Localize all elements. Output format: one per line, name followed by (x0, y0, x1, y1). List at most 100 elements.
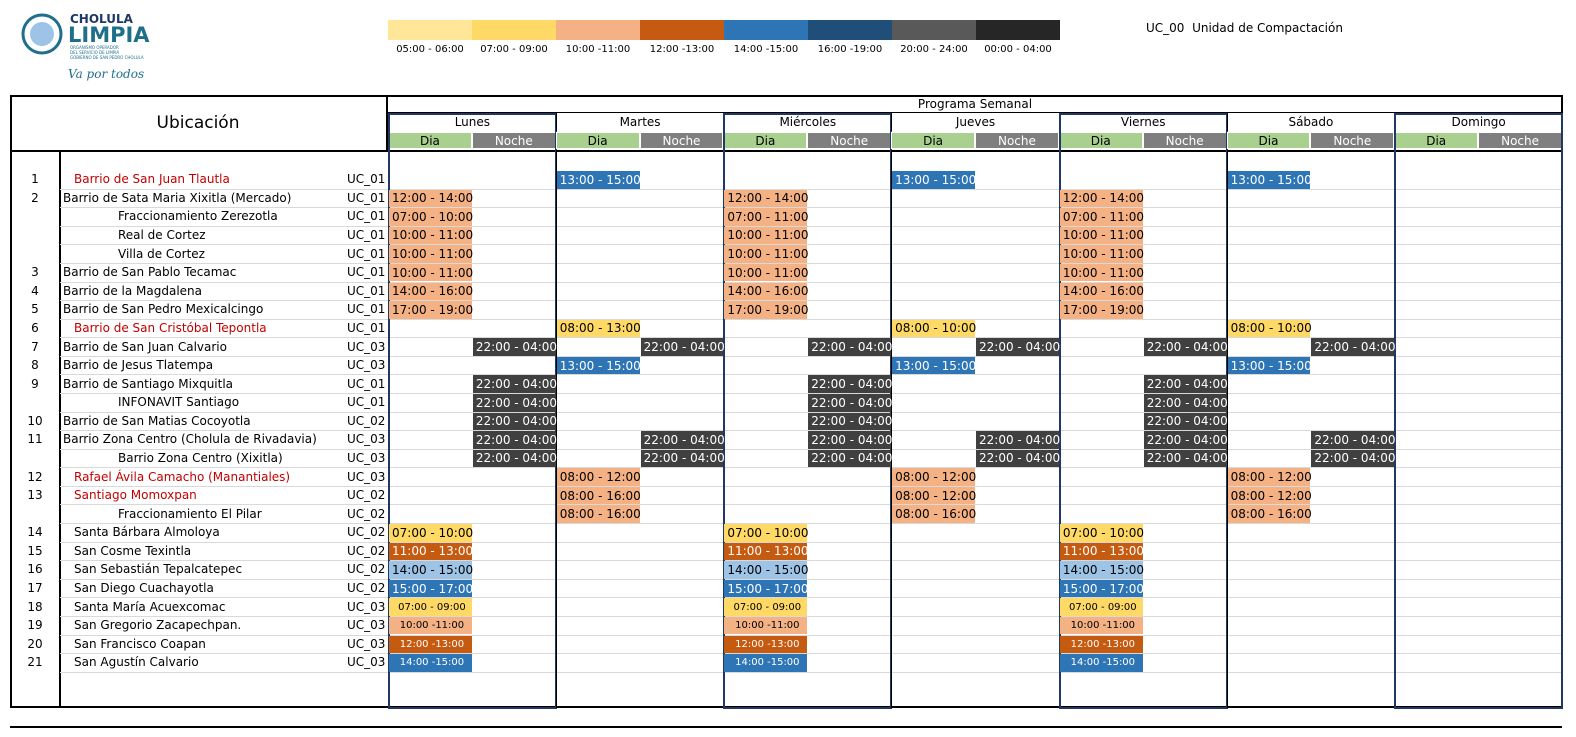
row-line (60, 597, 1562, 599)
row-unit: UC_03 (347, 339, 386, 354)
schedule-cell: 10:00 - 11:00 (1059, 263, 1144, 282)
row-name: Barrio de Santiago Mixquitla (63, 376, 234, 391)
row-unit: UC_03 (347, 599, 386, 614)
schedule-cell: 13:00 - 15:00 (1227, 171, 1312, 189)
row-name: San Francisco Coapan (74, 636, 206, 651)
logo-ring (21, 13, 63, 55)
row-name: Santiago Momoxpan (74, 488, 197, 503)
row-number: 18 (27, 599, 43, 614)
row-name: INFONAVIT Santiago (118, 395, 240, 410)
row-unit: UC_02 (347, 488, 386, 503)
location-header: Ubicación (10, 95, 388, 150)
schedule-cell: 22:00 - 04:00 (976, 338, 1060, 356)
row-name: Barrio de San Juan Tlautla (74, 172, 230, 187)
row-line (60, 374, 1562, 376)
schedule-cell: 15:00 - 17:00 (724, 579, 809, 598)
row-number: 11 (27, 432, 43, 447)
row-line (60, 430, 1562, 432)
schedule-cell: 12:00 -13:00 (389, 635, 472, 654)
row-number: 1 (31, 172, 39, 187)
day-divider (891, 150, 893, 708)
row-name: San Diego Cuachayotla (74, 581, 214, 596)
shift-day: Dia (555, 132, 640, 149)
schedule-cell: 11:00 - 13:00 (1059, 542, 1144, 561)
schedule-cell: 14:00 - 16:00 (724, 282, 809, 301)
row-unit: UC_01 (347, 320, 386, 335)
schedule-cell: 22:00 - 04:00 (1143, 394, 1228, 412)
legend-swatch (808, 20, 892, 40)
schedule-cell: 13:00 - 15:00 (892, 356, 976, 375)
logo-small: ORGANISMO OPERADOR (70, 45, 119, 50)
row-name: San Agustín Calvario (74, 655, 199, 670)
legend-label: 00:00 - 04:00 (984, 43, 1052, 55)
row-number: 12 (27, 469, 43, 484)
row-line (60, 448, 1562, 450)
row-unit: UC_03 (347, 469, 386, 484)
shift-day: Dia (891, 132, 975, 149)
header-rule (10, 150, 1562, 152)
schedule-cell: 22:00 - 04:00 (976, 449, 1060, 468)
row-name: Barrio de San Matias Cocoyotla (63, 413, 251, 428)
row-unit: UC_02 (347, 581, 386, 596)
row-line (60, 207, 1562, 209)
row-number: 2 (31, 190, 39, 205)
shift-night: Noche (1478, 132, 1562, 149)
schedule-cell: 22:00 - 04:00 (1143, 375, 1228, 393)
legend-swatch (640, 20, 724, 40)
row-name: Barrio de la Magdalena (63, 283, 203, 298)
schedule-cell: 22:00 - 04:00 (640, 449, 725, 468)
schedule-cell: 10:00 -11:00 (389, 616, 472, 635)
row-line (60, 225, 1562, 227)
schedule-cell: 10:00 - 11:00 (389, 226, 473, 245)
schedule-cell: 22:00 - 04:00 (1143, 449, 1228, 468)
schedule-cell: 08:00 - 16:00 (1227, 505, 1312, 523)
schedule-cell: 22:00 - 04:00 (808, 338, 892, 356)
number-divider (59, 150, 61, 708)
schedule-cell: 22:00 - 04:00 (1143, 412, 1228, 431)
shift-night: Noche (1142, 132, 1227, 149)
schedule-cell: 22:00 - 04:00 (808, 412, 892, 431)
schedule-cell: 22:00 - 04:00 (640, 431, 725, 449)
schedule-cell: 13:00 - 15:00 (556, 171, 641, 189)
day-header: Martes (555, 113, 724, 131)
schedule-cell: 08:00 - 12:00 (892, 486, 976, 505)
row-name: Villa de Cortez (118, 246, 205, 261)
legend-swatch (472, 20, 556, 40)
row-line (60, 188, 1562, 190)
schedule-cell: 14:00 - 16:00 (1059, 282, 1144, 301)
schedule-cell: 22:00 - 04:00 (808, 431, 892, 449)
schedule-cell: 14:00 - 15:00 (389, 561, 473, 579)
schedule-cell: 13:00 - 15:00 (556, 356, 641, 375)
shift-day: Dia (1394, 132, 1479, 149)
row-line (60, 504, 1562, 506)
schedule-cell: 08:00 - 13:00 (556, 319, 641, 338)
row-line (60, 262, 1562, 264)
schedule-cell: 22:00 - 04:00 (472, 375, 557, 393)
logo-line2: LIMPIA (68, 23, 150, 47)
row-line (60, 337, 1562, 339)
schedule-cell: 22:00 - 04:00 (1311, 431, 1396, 449)
schedule-cell: 14:00 - 15:00 (724, 561, 809, 579)
schedule-cell: 10:00 -11:00 (724, 616, 808, 635)
schedule-cell: 08:00 - 16:00 (892, 505, 976, 523)
legend-label: 05:00 - 06:00 (396, 43, 464, 55)
shift-night: Noche (639, 132, 724, 149)
schedule-cell: 22:00 - 04:00 (472, 412, 557, 431)
row-line (60, 653, 1562, 655)
schedule-cell: 14:00 -15:00 (724, 654, 808, 672)
row-line (60, 560, 1562, 562)
schedule-cell: 11:00 - 13:00 (389, 542, 473, 561)
schedule-cell: 08:00 - 10:00 (1227, 319, 1312, 338)
legend-label: 20:00 - 24:00 (900, 43, 968, 55)
schedule-cell: 07:00 - 09:00 (389, 598, 472, 616)
row-unit: UC_03 (347, 450, 386, 465)
row-unit: UC_02 (347, 562, 386, 577)
row-name: San Gregorio Zacapechpan. (74, 618, 242, 633)
legend-swatch (724, 20, 808, 40)
legend-swatch (556, 20, 640, 40)
row-name: Fraccionamiento Zerezotla (118, 209, 278, 224)
row-name: Barrio Zona Centro (Xixitla) (118, 450, 283, 465)
schedule-cell: 10:00 - 11:00 (724, 263, 809, 282)
schedule-cell: 22:00 - 04:00 (1143, 338, 1228, 356)
